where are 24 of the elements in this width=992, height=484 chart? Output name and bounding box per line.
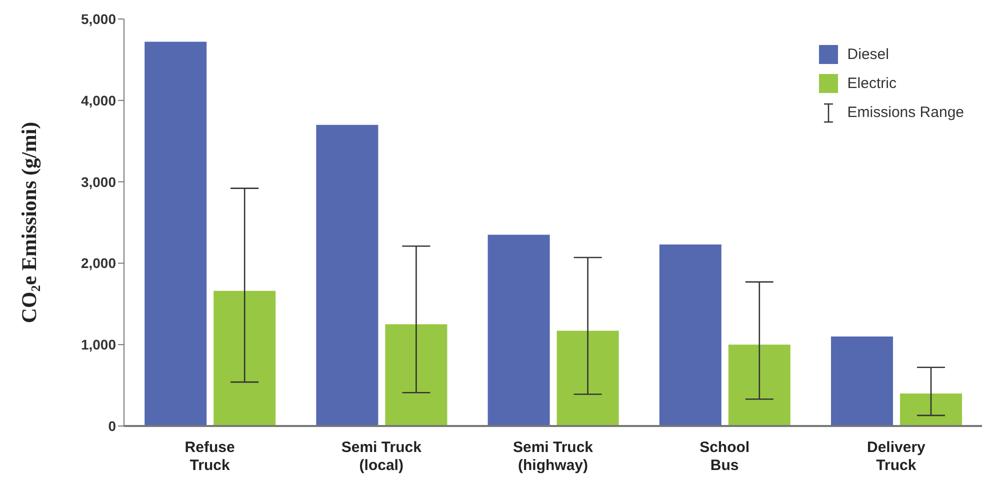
- bar: [556, 330, 619, 426]
- legend-label: Electric: [847, 75, 896, 92]
- x-tick-label: School Bus: [700, 439, 750, 474]
- x-tick-label: Semi Truck (highway): [512, 439, 594, 474]
- bar: [659, 244, 722, 426]
- bar: [488, 234, 550, 426]
- y-tick-label: 4,000: [80, 92, 116, 108]
- bar: [900, 393, 962, 426]
- annotation: Emissions Range: [847, 104, 964, 121]
- x-tick-label: Semi Truck (local): [341, 439, 422, 474]
- x-tick-label: Delivery Truck: [867, 439, 926, 474]
- y-tick-label: 2,000: [80, 255, 116, 272]
- x-tick-label: Refuse Truck: [184, 439, 235, 474]
- y-tick-label: 0: [108, 418, 116, 434]
- bar: [385, 324, 448, 426]
- bar: [830, 336, 893, 426]
- bar: [316, 124, 378, 426]
- y-tick-label: 3,000: [80, 174, 116, 190]
- y-tick-label: 1,000: [80, 336, 116, 353]
- bar: [728, 344, 790, 426]
- bar: [144, 42, 207, 426]
- legend-label: Diesel: [847, 46, 889, 63]
- bar: [214, 290, 276, 426]
- y-tick-label: 5,000: [80, 10, 116, 27]
